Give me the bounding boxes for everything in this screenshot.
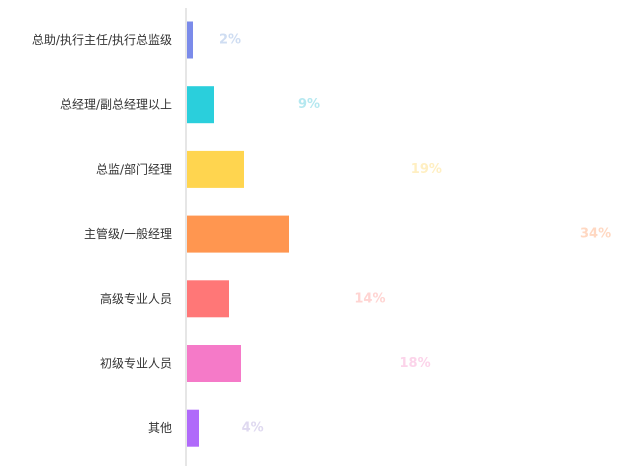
bars-group bbox=[187, 21, 289, 447]
category-label-6: 其他 bbox=[148, 421, 172, 435]
value-label-3: 34% bbox=[580, 227, 611, 242]
bar-1 bbox=[187, 86, 214, 124]
category-label-5: 初级专业人员 bbox=[100, 356, 172, 371]
bar-4 bbox=[187, 280, 229, 318]
bar-6 bbox=[187, 409, 199, 447]
category-label-4: 高级专业人员 bbox=[100, 291, 172, 306]
value-label-0: 2% bbox=[219, 33, 241, 48]
bar-3 bbox=[187, 215, 289, 253]
category-label-1: 总经理/副总经理以上 bbox=[60, 98, 172, 112]
bar-2 bbox=[187, 150, 244, 188]
value-label-6: 4% bbox=[242, 421, 264, 436]
value-label-4: 14% bbox=[354, 291, 385, 306]
value-label-2: 19% bbox=[411, 162, 442, 177]
category-label-3: 主管级/一般经理 bbox=[84, 226, 172, 241]
bar-5 bbox=[187, 345, 241, 382]
value-labels-group: 2% 9% 19% 34% 14% 18% 4% bbox=[219, 33, 611, 436]
value-label-1: 9% bbox=[298, 97, 320, 112]
category-label-2: 总监/部门经理 bbox=[96, 161, 172, 176]
bar-0 bbox=[187, 21, 193, 59]
value-label-5: 18% bbox=[400, 356, 431, 371]
category-label-0: 总助/执行主任/执行总监级 bbox=[32, 33, 172, 47]
category-labels-group: 总助/执行主任/执行总监级总经理/副总经理以上总监/部门经理主管级/一般经理高级… bbox=[32, 33, 172, 435]
